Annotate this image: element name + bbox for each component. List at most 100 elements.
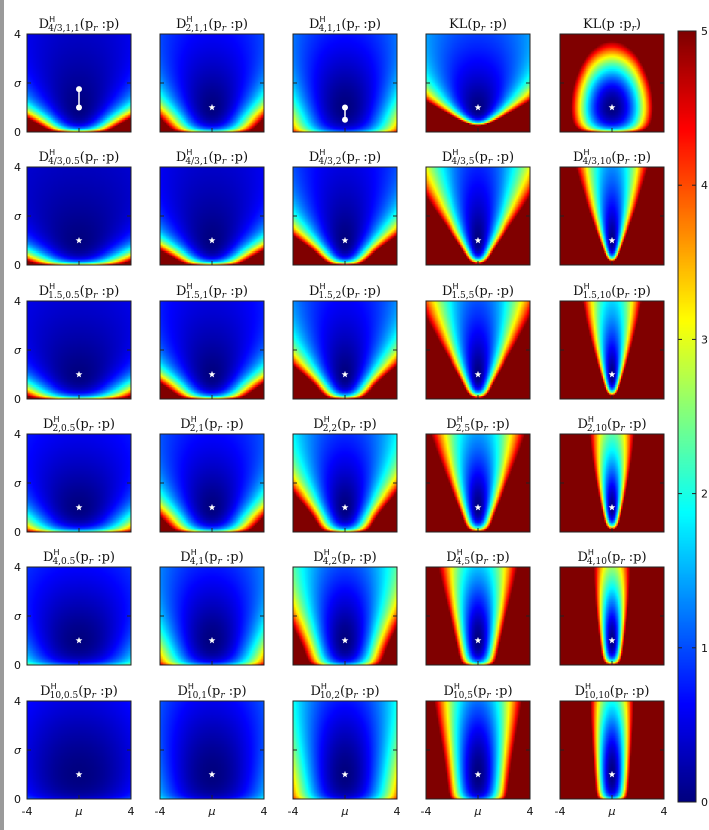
optimum-dot [76, 86, 82, 93]
heatmap-r3c4 [560, 434, 664, 532]
panel-title: DH 1.5,1(pr :p) [176, 282, 248, 301]
panel-r1c1: DH 4/3,1(pr :p) [159, 148, 265, 266]
reference-dot [76, 104, 82, 111]
panel-title: DH 1.5,0.5(pr :p) [39, 282, 120, 301]
reference-star [608, 236, 616, 244]
heatmap-r1c3 [426, 167, 530, 265]
x-tick-label: -4 [155, 805, 166, 818]
heatmap-r5c4 [560, 701, 664, 799]
reference-star [75, 770, 83, 778]
y-tick-label: 4 [14, 695, 21, 708]
panel-title: DH 4,0.5(pr :p) [43, 548, 115, 567]
panel-r2c3: DH 1.5,5(pr :p) [425, 282, 531, 400]
x-tick-label: 4 [261, 805, 268, 818]
window-edge [0, 0, 4, 830]
reference-star [75, 636, 83, 644]
colorbar: 5 4 3 2 1 0 [677, 25, 708, 809]
colorbar-tick-label: 5 [701, 25, 708, 38]
reference-star [474, 636, 482, 644]
reference-star [208, 770, 216, 778]
panel-r0c3: KL(pr :p) [425, 17, 531, 133]
panel-title: KL(pr :p) [449, 17, 507, 34]
y-tick-label: σ [14, 344, 22, 357]
x-tick-label: -4 [555, 805, 566, 818]
reference-star [75, 503, 83, 511]
x-tick-label: 4 [527, 805, 534, 818]
panel-title: DH 10,10(pr :p) [575, 682, 650, 701]
panel-r4c1: DH 4,1(pr :p) [159, 548, 265, 666]
panel-r4c4: DH 4,10(pr :p) [559, 548, 665, 666]
panel-r3c3: DH 2,5(pr :p) [425, 415, 531, 533]
x-tick-label: 4 [394, 805, 401, 818]
x-tick-label: -4 [22, 805, 33, 818]
panel-title: DH 4,1,1(pr :p) [309, 15, 381, 34]
reference-star [608, 770, 616, 778]
y-tick-label: 4 [14, 295, 21, 308]
colorbar-tick-label: 2 [701, 488, 708, 501]
y-tick-label: 0 [14, 393, 21, 406]
colorbar-tick-label: 1 [701, 642, 708, 655]
heatmap-r4c1 [160, 567, 264, 665]
panel-title: DH 2,1,1(pr :p) [176, 15, 248, 34]
heatmap-r5c0 [27, 701, 131, 799]
y-tick-label: σ [14, 210, 22, 223]
reference-star [208, 103, 216, 111]
reference-star [341, 503, 349, 511]
panel-r4c3: DH 4,5(pr :p) [425, 548, 531, 666]
panel-r5c1: DH 10,1(pr :p) -4 μ 4 [155, 682, 268, 818]
panel-title: DH 2,5(pr :p) [446, 415, 509, 434]
panel-title: DH 4/3,0.5(pr :p) [39, 148, 120, 167]
heatmap-r1c2 [293, 167, 397, 265]
panel-r4c0: DH 4,0.5(pr :p) 4 σ 0 [14, 548, 132, 672]
panel-title: DH 10,5(pr :p) [443, 682, 512, 701]
panel-title: DH 4/3,5(pr :p) [442, 148, 514, 167]
colorbar-frame [677, 30, 697, 803]
reference-star [341, 636, 349, 644]
reference-star [474, 370, 482, 378]
heatmap-r2c4 [560, 301, 664, 399]
heatmap-r4c0 [27, 567, 131, 665]
reference-star [341, 370, 349, 378]
panel-title: DH 4/3,1,1(pr :p) [39, 15, 120, 34]
reference-star [75, 236, 83, 244]
heatmap-r1c1 [160, 167, 264, 265]
x-tick-label: μ [75, 805, 83, 818]
panel-r5c0: DH 10,0.5(pr :p) 4 σ 0-4 μ 4 [14, 682, 135, 818]
panel-r1c0: DH 4/3,0.5(pr :p) 4 σ 0 [14, 148, 132, 272]
y-tick-label: σ [14, 77, 22, 90]
reference-star [208, 503, 216, 511]
panel-r5c4: DH 10,10(pr :p) -4 μ 4 [555, 682, 668, 818]
reference-star [75, 370, 83, 378]
y-tick-label: 0 [14, 259, 21, 272]
reference-star [341, 236, 349, 244]
y-tick-label: 4 [14, 428, 21, 441]
y-tick-label: 0 [14, 126, 21, 139]
reference-star [208, 370, 216, 378]
panel-title: DH 4,2(pr :p) [313, 548, 376, 567]
heatmap-r3c2 [293, 434, 397, 532]
y-tick-label: σ [14, 477, 22, 490]
panel-title: DH 2,1(pr :p) [180, 415, 243, 434]
heatmap-r3c3 [426, 434, 530, 532]
colorbar-gradient [678, 31, 696, 802]
panel-r1c2: DH 4/3,2(pr :p) [292, 148, 398, 266]
y-tick-label: 4 [14, 561, 21, 574]
heatmap-r5c1 [160, 701, 264, 799]
heatmap-r4c4 [560, 567, 664, 665]
x-tick-label: μ [474, 805, 482, 818]
panel-r3c0: DH 2,0.5(pr :p) 4 σ 0 [14, 415, 132, 539]
panel-title: DH 4,5(pr :p) [446, 548, 509, 567]
panel-r0c2: DH 4,1,1(pr :p) [292, 15, 398, 133]
optimum-dot [342, 116, 348, 123]
panel-title: DH 4/3,2(pr :p) [309, 148, 381, 167]
reference-star [608, 636, 616, 644]
heatmap-r3c1 [160, 434, 264, 532]
panel-r3c4: DH 2,10(pr :p) [559, 415, 665, 533]
panel-title: DH 4/3,10(pr :p) [573, 148, 651, 167]
y-tick-label: 0 [14, 793, 21, 806]
heatmap-r0c4 [560, 34, 664, 132]
heatmap-r0c1 [160, 34, 264, 132]
reference-star [208, 236, 216, 244]
heatmap-r4c3 [426, 567, 530, 665]
